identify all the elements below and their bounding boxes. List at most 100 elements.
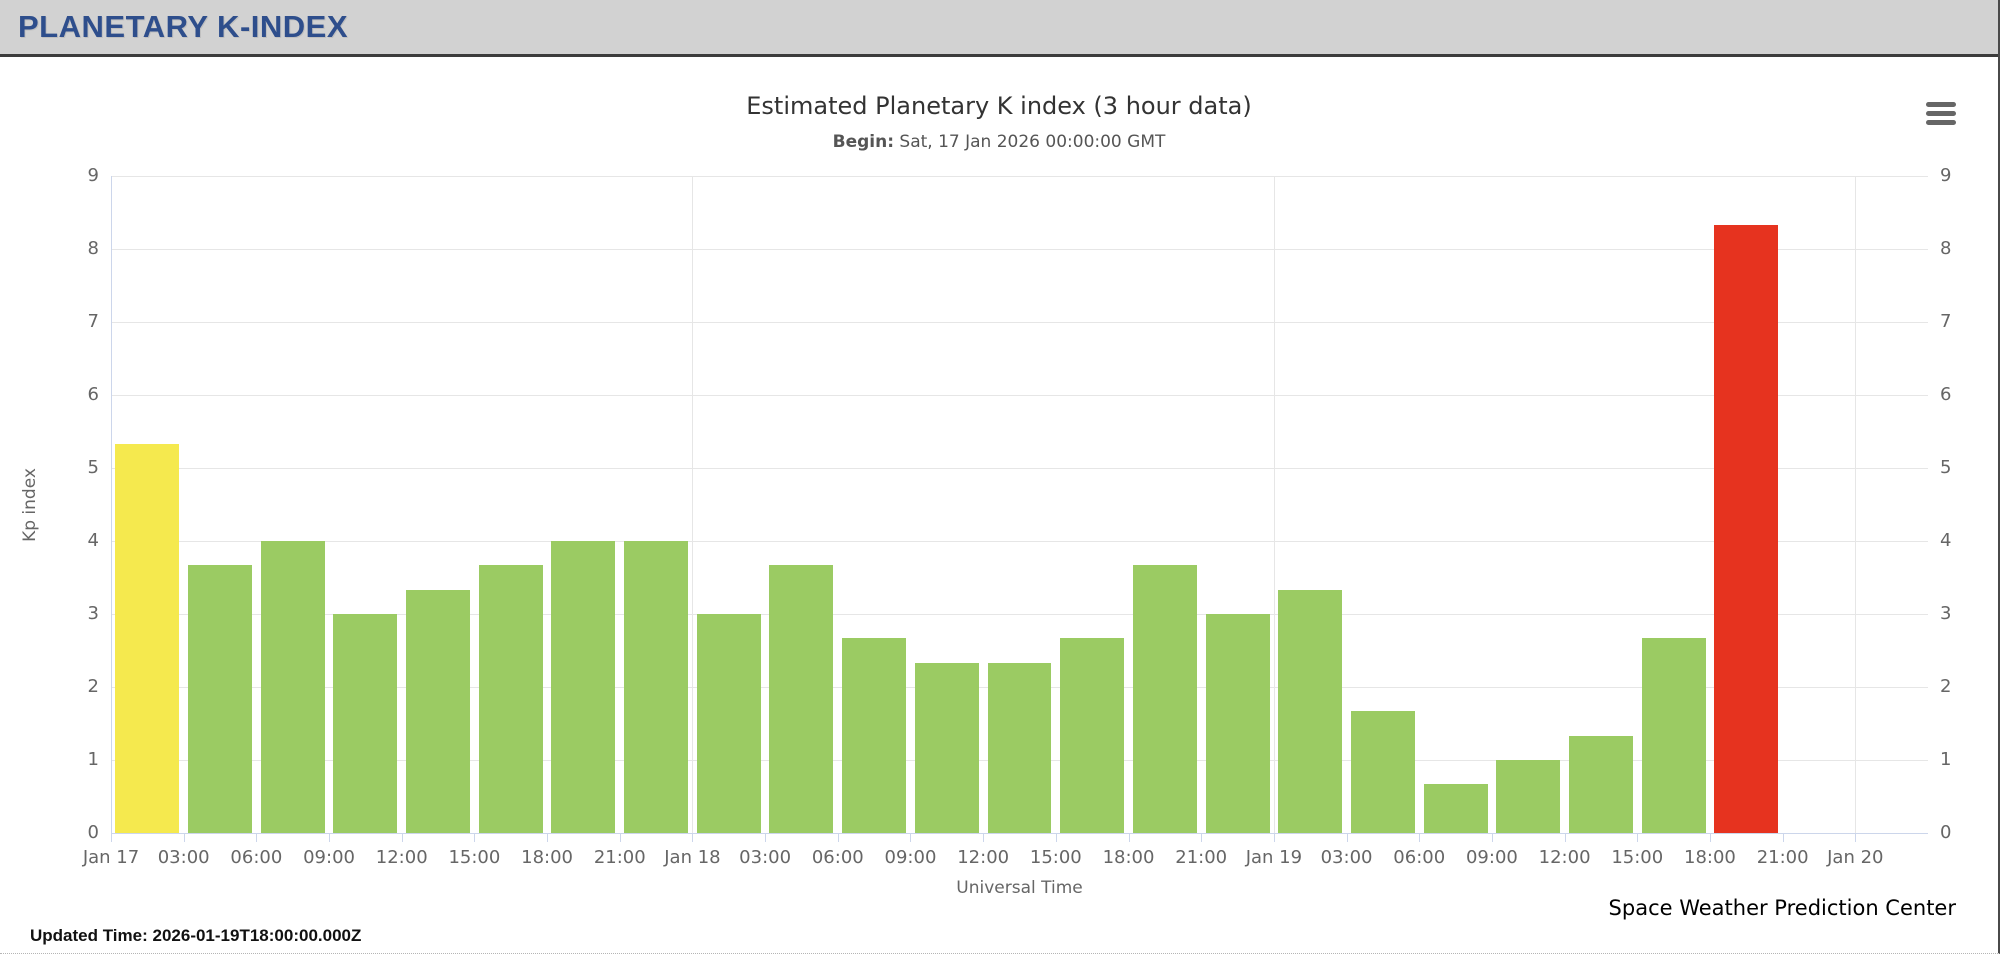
x-axis-tick bbox=[1419, 833, 1421, 842]
h-gridline bbox=[111, 614, 1928, 615]
x-axis-tick-label: Jan 17 bbox=[82, 847, 140, 868]
kp-bar[interactable] bbox=[1496, 760, 1561, 833]
kp-bar[interactable] bbox=[914, 662, 979, 833]
y-axis-tick-label-left: 3 bbox=[87, 603, 99, 624]
y-axis-tick-label-right: 5 bbox=[1940, 456, 1952, 478]
widget-header: PLANETARY K-INDEX bbox=[0, 0, 1998, 57]
x-axis-tick bbox=[1709, 833, 1711, 842]
x-axis-tick-label: 06:00 bbox=[811, 847, 864, 868]
kp-bar[interactable] bbox=[478, 565, 543, 833]
page-title: PLANETARY K-INDEX bbox=[18, 9, 349, 44]
y-axis-tick-label-right: 4 bbox=[1940, 530, 1952, 551]
x-axis-tick bbox=[910, 833, 912, 842]
y-axis-tick-label-right: 2 bbox=[1940, 676, 1952, 697]
x-axis-tick bbox=[1128, 833, 1130, 842]
updated-time-value: 2026-01-19T18:00:00.000Z bbox=[152, 926, 362, 945]
x-axis-tick-label: 03:00 bbox=[1320, 847, 1373, 868]
updated-time-label: Updated Time: bbox=[30, 926, 148, 945]
h-gridline bbox=[111, 176, 1928, 177]
x-axis-tick bbox=[619, 833, 621, 842]
chart-subtitle-label: Begin: bbox=[832, 132, 894, 152]
kp-bar[interactable] bbox=[333, 614, 398, 833]
x-axis-title: Universal Time bbox=[956, 878, 1083, 898]
x-axis-tick bbox=[1055, 833, 1057, 842]
x-axis-tick-label: 12:00 bbox=[957, 847, 1010, 868]
y-axis-tick-label-right: 0 bbox=[1940, 822, 1952, 843]
kp-bar[interactable] bbox=[1132, 565, 1197, 833]
kp-bar[interactable] bbox=[188, 565, 252, 833]
h-gridline bbox=[111, 321, 1928, 323]
chart-subtitle-value: Sat, 17 Jan 2026 00:00:00 GMT bbox=[899, 132, 1166, 152]
y-axis-tick-label-right: 6 bbox=[1940, 384, 1952, 405]
plot-area: 0 0 1 1 2 2 3 3 4 4 5 5 6 6 7 7 8 8 9 9 Jan 17 03:00 06:00 09:0… bbox=[83, 167, 1952, 869]
x-axis-tick-label: 09:00 bbox=[1465, 847, 1518, 868]
h-gridline bbox=[111, 395, 1928, 396]
y-axis-tick-label-left: 2 bbox=[87, 676, 99, 697]
kp-bar[interactable] bbox=[1714, 224, 1779, 833]
x-axis-tick bbox=[1564, 833, 1566, 842]
x-axis-tick bbox=[1782, 833, 1784, 842]
y-axis-tick-label-right: 8 bbox=[1940, 237, 1952, 259]
kp-bar[interactable] bbox=[551, 541, 616, 833]
kp-bar[interactable] bbox=[624, 541, 689, 833]
kp-bar[interactable] bbox=[1205, 614, 1270, 833]
x-axis-tick bbox=[765, 833, 767, 842]
x-axis-tick-label: 18:00 bbox=[521, 847, 574, 868]
kp-bar[interactable] bbox=[115, 443, 180, 833]
x-axis-tick bbox=[329, 833, 331, 842]
y-axis-tick-label-left: 5 bbox=[87, 456, 99, 478]
x-axis-tick-label: 12:00 bbox=[375, 847, 428, 868]
x-axis-tick-label: 18:00 bbox=[1102, 847, 1155, 868]
kp-bar[interactable] bbox=[1278, 589, 1343, 833]
kp-bar[interactable] bbox=[406, 589, 471, 833]
y-axis-tick-label-left: 9 bbox=[87, 165, 99, 186]
x-axis-tick-label: 21:00 bbox=[593, 847, 646, 868]
credit-text: Space Weather Prediction Center bbox=[1608, 896, 1956, 920]
x-axis-tick bbox=[1346, 833, 1348, 842]
x-axis-tick-label: 21:00 bbox=[1175, 847, 1228, 868]
kp-bar[interactable] bbox=[1568, 735, 1633, 833]
x-axis-line bbox=[111, 833, 1928, 834]
x-axis-tick bbox=[983, 833, 985, 842]
x-axis-tick-label: 15:00 bbox=[1029, 847, 1082, 868]
kp-bar[interactable] bbox=[696, 614, 761, 833]
x-axis-tick bbox=[547, 833, 549, 842]
x-axis-tick-label: 09:00 bbox=[884, 847, 937, 868]
kp-bar[interactable] bbox=[260, 541, 325, 833]
x-axis-tick-label: 06:00 bbox=[230, 847, 283, 868]
x-axis-tick-label: Jan 18 bbox=[664, 847, 721, 868]
x-axis-tick bbox=[1637, 833, 1639, 842]
x-axis-tick bbox=[1201, 833, 1203, 842]
kp-bar[interactable] bbox=[1060, 638, 1125, 833]
y-axis-tick-label-left: 7 bbox=[87, 310, 99, 332]
x-axis-tick bbox=[1855, 833, 1857, 842]
x-axis-tick-label: 15:00 bbox=[448, 847, 501, 868]
x-axis-tick bbox=[401, 833, 403, 842]
kp-bar[interactable] bbox=[1350, 711, 1415, 833]
updated-time: Updated Time: 2026-01-19T18:00:00.000Z bbox=[30, 926, 361, 946]
y-axis-tick-label-right: 3 bbox=[1940, 603, 1952, 624]
x-axis-tick bbox=[474, 833, 476, 842]
chart-subtitle: Begin: Sat, 17 Jan 2026 00:00:00 GMT bbox=[0, 132, 1998, 152]
y-axis-tick-label-left: 6 bbox=[87, 384, 99, 405]
x-axis-tick-label: Jan 20 bbox=[1827, 847, 1884, 868]
x-axis-tick-label: 21:00 bbox=[1756, 847, 1809, 868]
y-axis-tick-label-right: 9 bbox=[1940, 165, 1952, 186]
x-axis-tick-label: 06:00 bbox=[1393, 847, 1446, 868]
x-axis-tick-label: Jan 19 bbox=[1245, 847, 1303, 868]
x-axis-tick bbox=[692, 833, 694, 842]
kp-bar[interactable] bbox=[987, 662, 1052, 833]
x-axis-tick-label: 03:00 bbox=[739, 847, 792, 868]
hamburger-menu-icon[interactable] bbox=[1926, 98, 1958, 128]
y-axis-tick-label-left: 8 bbox=[87, 237, 99, 259]
day-boundary-gridline bbox=[1273, 176, 1275, 833]
y-axis-tick-label-left: 1 bbox=[87, 748, 99, 770]
x-axis-tick bbox=[256, 833, 258, 842]
day-boundary-gridline bbox=[692, 176, 694, 833]
kp-bar[interactable] bbox=[842, 638, 907, 833]
kp-bar[interactable] bbox=[769, 565, 834, 833]
kp-bar[interactable] bbox=[1423, 784, 1488, 833]
x-axis-tick bbox=[1491, 833, 1493, 842]
kp-bar[interactable] bbox=[1641, 638, 1706, 833]
